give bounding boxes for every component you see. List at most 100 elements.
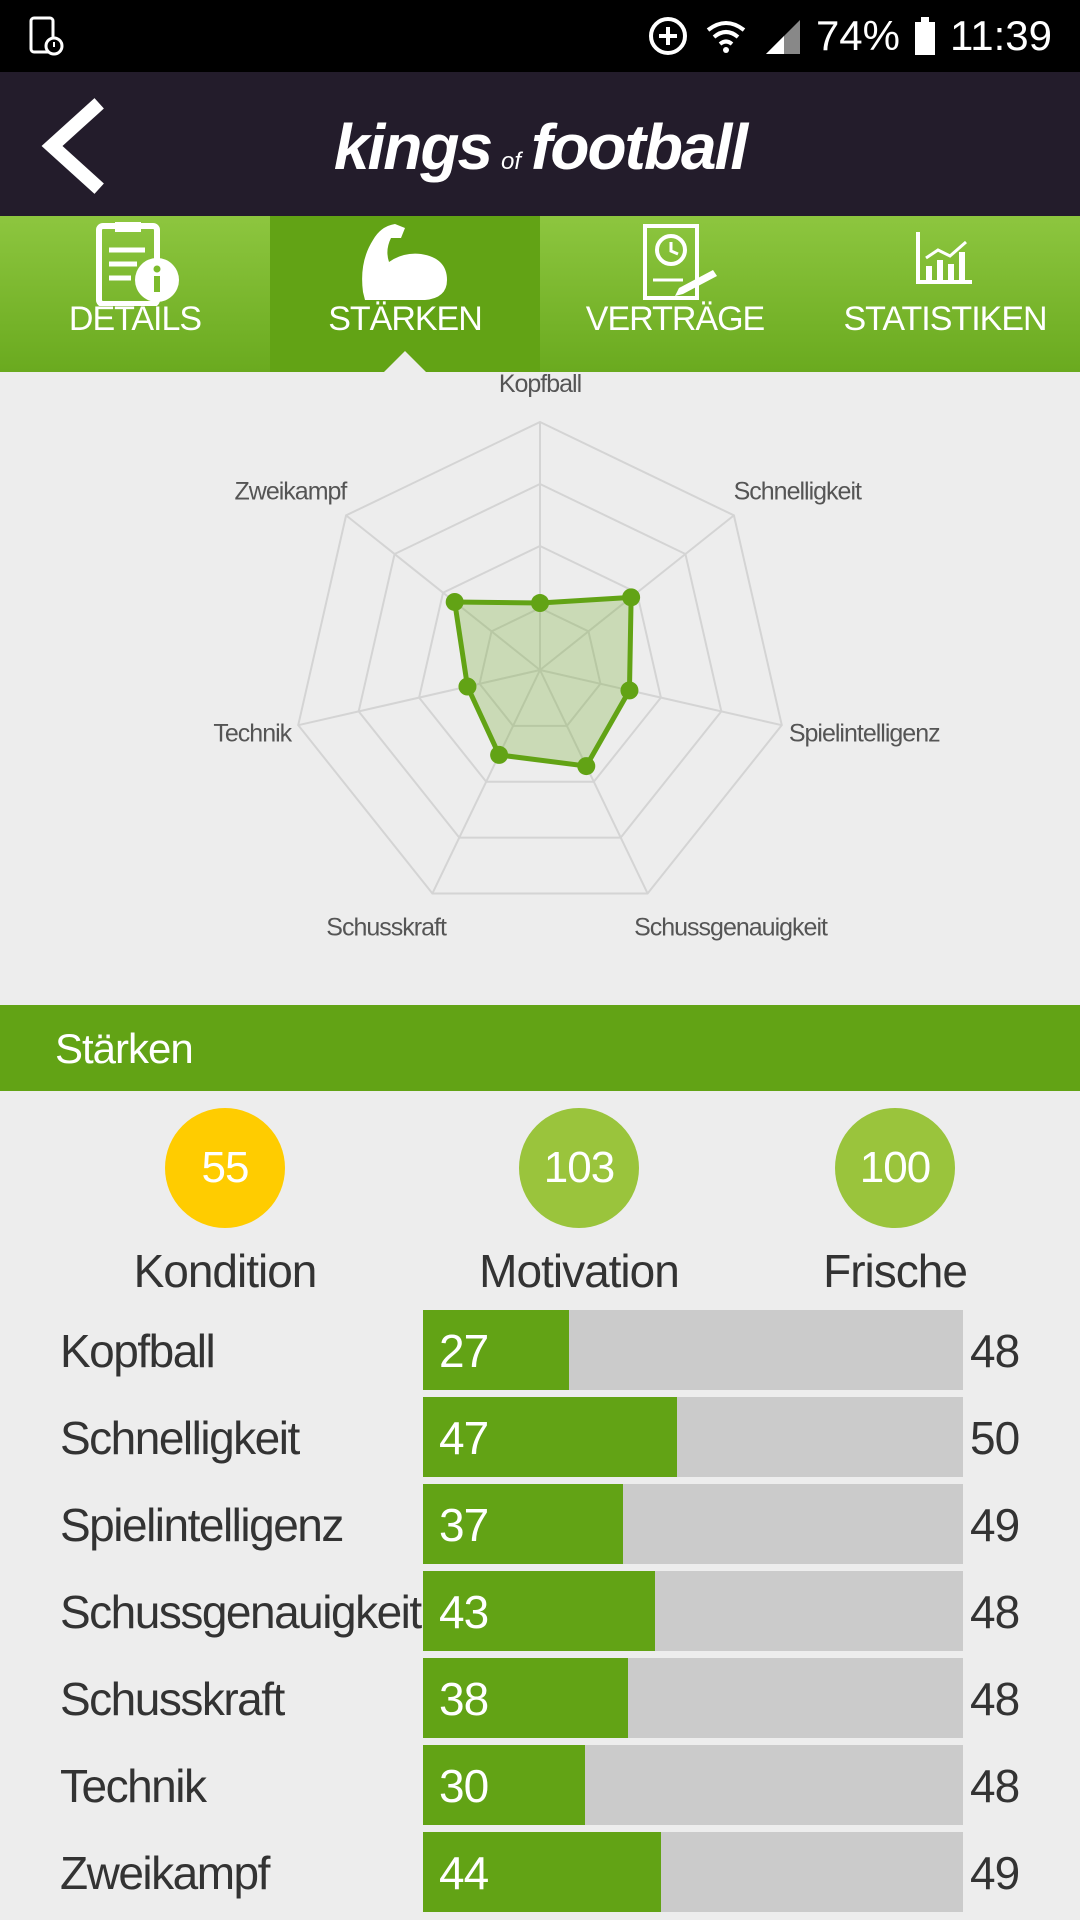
frische-circle: 100 xyxy=(835,1108,955,1228)
stat-max: 48 xyxy=(970,1673,1020,1725)
clock: 11:39 xyxy=(950,12,1052,59)
stat-name: Kopfball xyxy=(60,1325,216,1377)
radar-spoke xyxy=(539,669,783,727)
radar-point xyxy=(622,588,641,607)
tab-vertraege-label: VERTRÄGE xyxy=(585,300,765,338)
stat-fill xyxy=(423,1745,585,1825)
radar-point xyxy=(490,745,509,764)
radar-grid-ring xyxy=(357,482,723,839)
stat-name: Spielintelligenz xyxy=(60,1499,344,1551)
stat-fill xyxy=(423,1310,569,1390)
stat-bar: 44 xyxy=(423,1832,963,1912)
stat-fill xyxy=(423,1397,677,1477)
radar-grid-ring xyxy=(478,606,602,727)
stat-bar: 47 xyxy=(423,1397,963,1477)
radar-axis-label: Spielintelligenz xyxy=(789,720,940,748)
radar-spoke xyxy=(431,669,541,894)
motivation-item: 103 Motivation xyxy=(429,1108,729,1298)
stat-bar: 43 xyxy=(423,1571,963,1651)
stat-row-kopfball: Kopfball 27 48 xyxy=(0,1310,1080,1390)
stat-max: 48 xyxy=(970,1325,1020,1377)
status-bar: 74% 11:39 xyxy=(0,0,1080,72)
radar-chart: Kopfball Schnelligkeit Spielintelligenz Sch… xyxy=(0,370,1080,1004)
radar-axis-label: Technik xyxy=(213,720,292,748)
kondition-circle: 55 xyxy=(165,1108,285,1228)
stat-fill xyxy=(423,1484,623,1564)
stat-value: 38 xyxy=(439,1673,489,1725)
frische-item: 100 Frische xyxy=(745,1108,1045,1298)
active-tab-pointer xyxy=(383,351,427,373)
section-title: Stärken xyxy=(55,1025,194,1072)
stat-max: 48 xyxy=(970,1760,1020,1812)
stat-bar: 37 xyxy=(423,1484,963,1564)
kondition-item: 55 Kondition xyxy=(75,1108,375,1298)
kondition-label: Kondition xyxy=(133,1245,318,1297)
back-arrow-icon[interactable] xyxy=(30,94,130,194)
stat-row-spielintelligenz: Spielintelligenz 37 49 xyxy=(0,1484,1080,1564)
radar-grid-ring xyxy=(297,420,783,895)
radar-spoke xyxy=(297,669,541,727)
radar-point xyxy=(531,594,549,613)
chart-icon xyxy=(916,232,972,284)
radar-spoke xyxy=(539,669,649,894)
tab-statistiken[interactable]: STATISTIKEN xyxy=(810,216,1080,372)
muscle-arm-icon xyxy=(362,224,447,300)
stat-fill xyxy=(423,1658,629,1738)
stat-value: 37 xyxy=(439,1499,489,1551)
motivation-label: Motivation xyxy=(479,1245,680,1297)
details-clipboard-icon xyxy=(96,222,179,306)
stat-row-technik: Technik 30 48 xyxy=(0,1745,1080,1825)
stat-name: Schussgenauigkeit xyxy=(60,1586,422,1638)
data-saver-icon xyxy=(648,17,687,55)
tab-staerken[interactable]: STÄRKEN xyxy=(270,216,540,373)
stat-value: 27 xyxy=(439,1325,489,1377)
stat-row-schussgenauigkeit: Schussgenauigkeit 43 48 xyxy=(0,1571,1080,1651)
stat-name: Schusskraft xyxy=(60,1673,285,1725)
stat-value: 44 xyxy=(439,1847,489,1899)
stat-max: 49 xyxy=(970,1847,1020,1899)
stat-name: Zweikampf xyxy=(60,1847,270,1899)
radar-point xyxy=(577,757,596,776)
tab-bar: DETAILS STÄRKEN VERTRÄGE xyxy=(0,216,1080,373)
stat-row-zweikampf: Zweikampf 44 49 xyxy=(0,1832,1080,1912)
stat-max: 50 xyxy=(970,1412,1020,1464)
wifi-icon xyxy=(706,21,746,53)
radar-data-area xyxy=(452,594,634,769)
stat-bar: 30 xyxy=(423,1745,963,1825)
stat-name: Schnelligkeit xyxy=(60,1412,300,1464)
radar-chart-svg: Kopfball Schnelligkeit Spielintelligenz Sch… xyxy=(213,370,941,942)
stat-max: 48 xyxy=(970,1586,1020,1638)
contract-icon xyxy=(643,224,717,300)
tab-staerken-label: STÄRKEN xyxy=(328,300,483,338)
radar-point xyxy=(620,681,639,700)
radar-point xyxy=(458,677,477,696)
tab-vertraege[interactable]: VERTRÄGE xyxy=(540,216,810,372)
radar-axis-label: Kopfball xyxy=(499,372,581,398)
frische-label: Frische xyxy=(823,1245,968,1297)
summary-circles: 55 Kondition 103 Motivation 100 Frische xyxy=(0,1108,1080,1308)
radar-axis-label: Schusskraft xyxy=(326,914,447,942)
tab-details-label: DETAILS xyxy=(68,300,202,338)
stat-name: Technik xyxy=(60,1760,207,1812)
stat-value: 43 xyxy=(439,1586,489,1638)
radar-spoke xyxy=(345,514,541,671)
app-header: kings of football xyxy=(0,72,1080,216)
stat-row-schnelligkeit: Schnelligkeit 47 50 xyxy=(0,1397,1080,1477)
signal-icon xyxy=(765,20,800,54)
motivation-circle: 103 xyxy=(519,1108,639,1228)
stat-value: 30 xyxy=(439,1760,489,1812)
stat-value: 47 xyxy=(439,1412,489,1464)
stat-fill xyxy=(423,1571,656,1651)
tab-statistiken-label: STATISTIKEN xyxy=(843,300,1047,338)
stat-bar: 27 xyxy=(423,1310,963,1390)
stat-fill xyxy=(423,1832,661,1912)
radar-axis-label: Schussgenauigkeit xyxy=(634,914,828,942)
radar-axis-label: Schnelligkeit xyxy=(734,478,862,506)
radar-axis-label: Zweikampf xyxy=(235,478,348,506)
app-logo: kings of football xyxy=(333,111,748,183)
radar-grid-ring xyxy=(418,544,662,783)
tab-details[interactable]: DETAILS xyxy=(0,216,270,372)
stat-bar: 38 xyxy=(423,1658,963,1738)
stat-max: 49 xyxy=(970,1499,1020,1551)
radar-point xyxy=(445,592,464,611)
